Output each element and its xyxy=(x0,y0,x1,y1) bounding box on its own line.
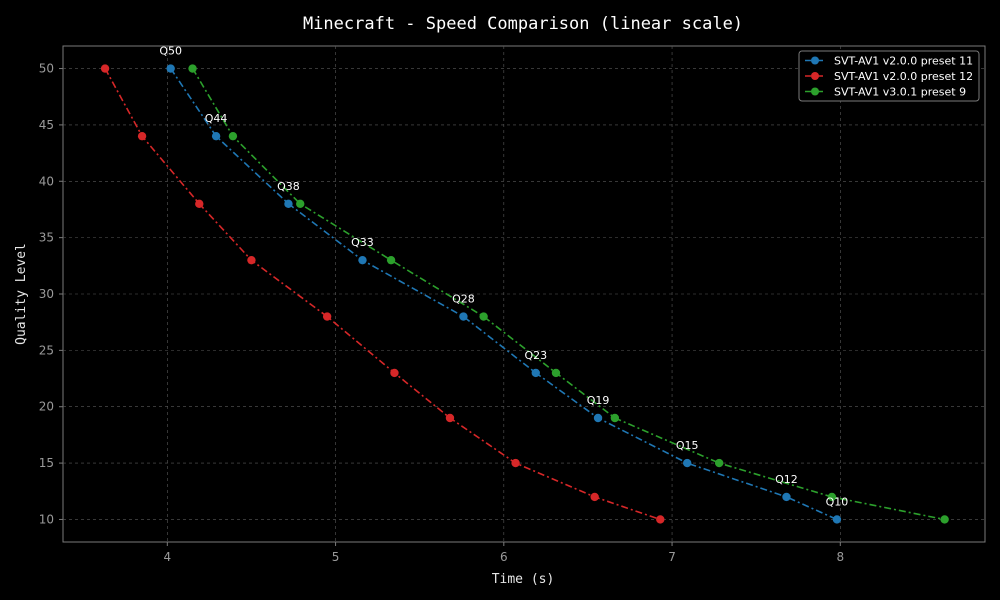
data-point xyxy=(511,458,520,468)
series-lines xyxy=(100,64,949,524)
legend-entry: SVT-AV1 v3.0.1 preset 9 xyxy=(805,86,966,99)
series-1 xyxy=(166,64,842,524)
data-point xyxy=(228,131,238,141)
y-tick-label: 10 xyxy=(39,512,54,526)
legend-swatch-marker xyxy=(811,87,819,96)
legend-swatch-marker xyxy=(811,56,819,65)
quality-annotations: Q50 Q44 Q38 Q33 Q28 Q23 Q19 Q15 Q12 Q10 xyxy=(159,45,848,509)
data-point xyxy=(247,255,256,265)
x-tick-label: 8 xyxy=(836,550,844,564)
quality-label: Q12 xyxy=(775,473,798,486)
data-point xyxy=(782,492,791,502)
quality-label: Q28 xyxy=(452,293,475,306)
chart-title: Minecraft - Speed Comparison (linear sca… xyxy=(303,14,743,34)
y-tick-label: 35 xyxy=(39,231,54,245)
data-point xyxy=(593,413,603,423)
data-point xyxy=(166,64,175,73)
data-point xyxy=(479,312,488,321)
x-tick-label: 6 xyxy=(500,550,508,564)
legend: SVT-AV1 v2.0.0 preset 11 SVT-AV1 v2.0.0 p… xyxy=(798,50,980,102)
y-tick-label: 50 xyxy=(39,62,54,76)
data-point xyxy=(386,255,396,265)
legend-label: SVT-AV1 v2.0.0 preset 11 xyxy=(834,55,973,68)
x-tick-label: 7 xyxy=(668,550,676,564)
legend-label: SVT-AV1 v3.0.1 preset 9 xyxy=(834,86,966,99)
data-point xyxy=(832,515,842,524)
data-point xyxy=(137,131,147,141)
data-point xyxy=(390,368,399,378)
data-point xyxy=(683,458,692,468)
y-tick-label: 25 xyxy=(39,343,54,357)
data-point xyxy=(656,515,665,524)
data-point xyxy=(827,492,837,502)
data-point xyxy=(100,64,110,73)
quality-label: Q38 xyxy=(277,180,300,193)
series-line xyxy=(191,68,945,521)
quality-label: Q15 xyxy=(676,439,699,452)
data-point xyxy=(211,131,221,141)
legend-swatch-marker xyxy=(811,72,819,80)
y-tick-label: 20 xyxy=(39,400,54,414)
data-point xyxy=(358,255,367,265)
series-line xyxy=(104,68,661,521)
x-axis-label: Time (s) xyxy=(492,572,555,587)
x-tick-label: 4 xyxy=(163,550,171,564)
data-point xyxy=(531,368,540,378)
y-axis-label: Quality Level xyxy=(14,243,29,345)
y-tick-label: 40 xyxy=(39,174,54,188)
x-tick-label: 5 xyxy=(332,550,340,564)
quality-label: Q44 xyxy=(205,112,228,125)
legend-entry: SVT-AV1 v2.0.0 preset 12 xyxy=(805,70,973,83)
data-point xyxy=(188,64,197,73)
legend-entry: SVT-AV1 v2.0.0 preset 11 xyxy=(805,55,973,68)
data-point xyxy=(296,199,305,209)
data-point xyxy=(322,312,332,321)
y-tick-label: 15 xyxy=(39,456,54,470)
quality-label: Q10 xyxy=(826,495,849,508)
legend-frame xyxy=(798,50,980,102)
series-2 xyxy=(100,64,665,524)
series-line xyxy=(170,68,838,521)
data-point xyxy=(551,368,561,378)
series-3 xyxy=(188,64,949,524)
legend-label: SVT-AV1 v2.0.0 preset 12 xyxy=(834,70,973,83)
data-point xyxy=(195,199,204,209)
quality-label: Q23 xyxy=(524,349,547,362)
data-point xyxy=(284,199,293,209)
data-point xyxy=(940,515,949,524)
data-point xyxy=(459,312,468,321)
quality-label: Q33 xyxy=(351,236,374,249)
data-point xyxy=(445,413,455,423)
data-point xyxy=(610,413,620,423)
y-tick-label: 45 xyxy=(39,118,54,132)
y-tick-label: 30 xyxy=(39,287,54,301)
data-point xyxy=(590,492,599,502)
quality-label: Q19 xyxy=(587,394,610,407)
data-point xyxy=(714,458,724,468)
quality-label: Q50 xyxy=(159,45,182,58)
